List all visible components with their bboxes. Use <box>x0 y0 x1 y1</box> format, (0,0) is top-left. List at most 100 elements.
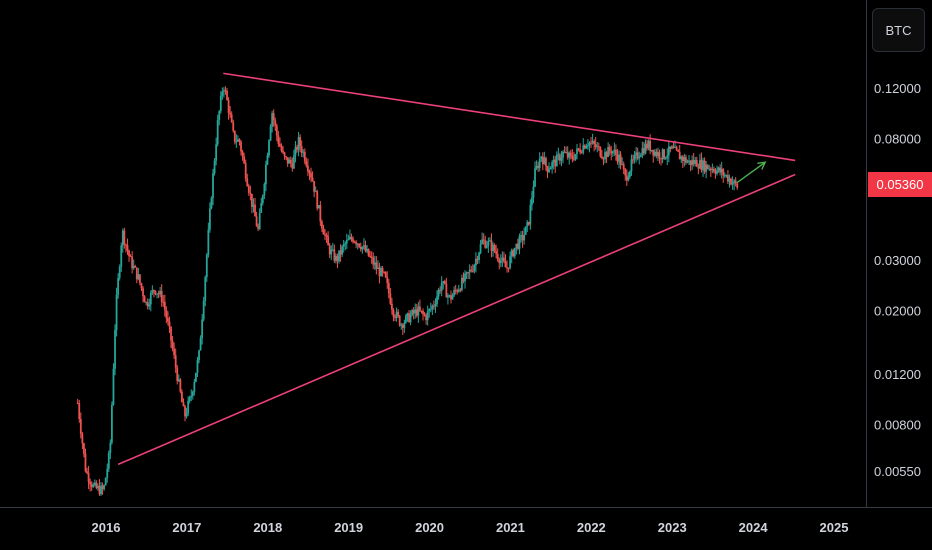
candle-down <box>171 340 174 349</box>
candle-up <box>680 156 683 160</box>
candle-up <box>411 310 414 316</box>
candle-up <box>591 141 594 143</box>
candle-down <box>257 226 260 229</box>
candle-down <box>580 152 583 154</box>
candle-up <box>363 245 365 247</box>
year-tick-label: 2025 <box>820 520 849 535</box>
candle-down <box>546 166 549 173</box>
candle-up <box>428 309 431 312</box>
candle-up <box>555 154 558 167</box>
candle-down <box>579 149 582 153</box>
candle-down <box>370 256 373 258</box>
candle-down <box>681 156 684 162</box>
candle-down <box>224 90 227 92</box>
candle-up <box>114 330 116 369</box>
candle-down <box>495 251 498 254</box>
candle-down <box>241 151 244 157</box>
candle-down <box>291 163 294 169</box>
candle-down <box>367 248 370 256</box>
candle-down <box>443 281 446 284</box>
candle-up <box>717 167 720 171</box>
candle-up <box>93 482 96 485</box>
candle-down <box>397 311 400 316</box>
candle-up <box>582 145 585 153</box>
candle-up <box>565 152 568 154</box>
bullish-arrow[interactable] <box>736 161 766 184</box>
candle-up <box>213 160 216 174</box>
candle-down <box>79 419 82 434</box>
candle-up <box>499 260 502 264</box>
candle-down <box>391 303 393 310</box>
candle-up <box>587 145 589 147</box>
candle-up <box>468 269 471 273</box>
candle-down <box>129 256 132 258</box>
candle-down <box>310 173 312 178</box>
candle-up <box>447 295 449 298</box>
candle-down <box>625 175 628 181</box>
candle-up <box>524 226 527 235</box>
candle-down <box>275 125 278 136</box>
candle-up <box>543 157 546 165</box>
candle-up <box>132 265 135 269</box>
candle-up <box>479 243 482 253</box>
candle-down <box>179 379 182 392</box>
candle-down <box>632 159 634 161</box>
candle-down <box>163 301 166 310</box>
candle-down <box>296 146 298 150</box>
candle-down <box>285 156 288 158</box>
candle-down <box>734 180 737 184</box>
candle-up <box>647 140 650 149</box>
candle-up <box>627 176 630 181</box>
candle-down <box>308 171 311 174</box>
candle-down <box>593 141 596 144</box>
candle-down <box>512 250 515 257</box>
candle-down <box>462 277 465 282</box>
candle-down <box>498 259 501 264</box>
candle-down <box>139 274 141 284</box>
candle-down <box>517 243 519 249</box>
candle-down <box>541 156 544 165</box>
candle-down <box>636 152 639 159</box>
candle-down <box>322 228 325 235</box>
candle-down <box>412 310 415 314</box>
candle-up <box>215 144 218 161</box>
candle-up <box>177 379 180 381</box>
candle-down <box>658 152 661 159</box>
candle-up <box>395 311 398 318</box>
lower-trendline[interactable] <box>117 173 796 466</box>
candle-down <box>254 204 256 217</box>
candle-up <box>510 250 513 257</box>
candle-down <box>714 171 717 174</box>
candle-down <box>422 310 424 315</box>
candles-layer <box>76 86 739 496</box>
year-tick-label: 2017 <box>172 520 201 535</box>
candle-up <box>109 442 112 453</box>
candle-up <box>204 277 207 301</box>
candle-down <box>471 270 474 272</box>
candle-down <box>83 443 85 454</box>
candle-up <box>409 315 412 323</box>
candle-up <box>293 155 295 169</box>
candle-down <box>677 149 680 152</box>
candle-down <box>727 175 729 182</box>
candle-down <box>232 122 235 131</box>
candle-down <box>700 159 703 170</box>
candle-up <box>576 148 578 155</box>
candle-up <box>568 152 571 158</box>
candle-down <box>378 267 381 277</box>
candle-up <box>461 277 463 291</box>
candle-down <box>521 235 524 241</box>
candle-up <box>523 234 526 241</box>
candle-up <box>221 91 224 96</box>
candle-down <box>350 236 353 240</box>
candle-up <box>103 485 106 490</box>
candle-down <box>146 302 149 307</box>
currency-button[interactable]: BTC <box>872 8 925 52</box>
candle-up <box>266 155 269 165</box>
candle-down <box>507 267 510 269</box>
candle-down <box>608 147 611 152</box>
candle-down <box>590 142 592 144</box>
upper-trendline[interactable] <box>223 72 796 162</box>
candle-down <box>230 114 233 123</box>
